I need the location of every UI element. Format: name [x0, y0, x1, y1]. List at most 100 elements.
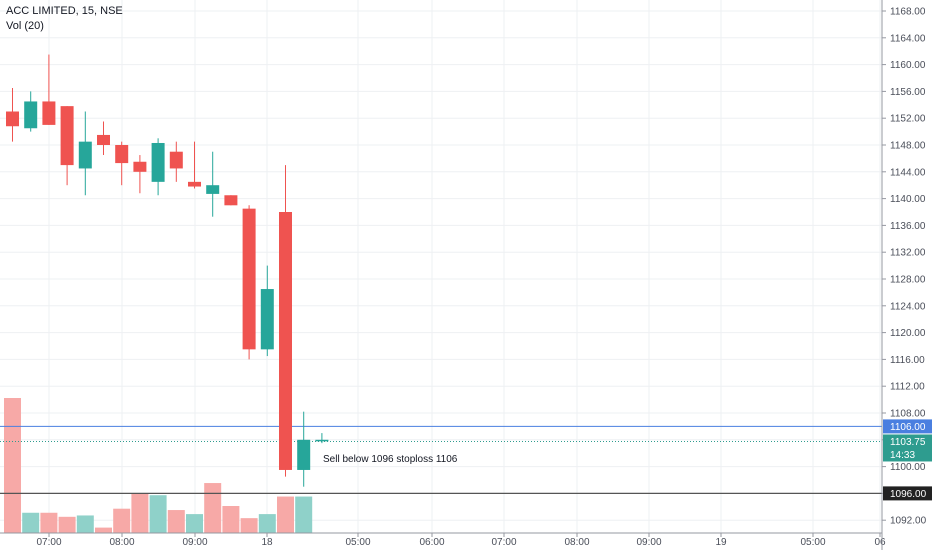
volume-bar — [22, 512, 40, 533]
candle-body — [297, 439, 311, 470]
x-tick-label: 19 — [715, 537, 727, 548]
sell-annotation[interactable]: Sell below 1096 stoploss 1106 — [323, 454, 458, 465]
x-tick-label: 08:00 — [564, 537, 589, 548]
x-tick-label: 05:00 — [345, 537, 370, 548]
countdown-badge-bg — [883, 447, 932, 462]
candle-down — [242, 205, 256, 360]
candle-body — [206, 185, 220, 194]
y-tick-label: 1136.00 — [890, 221, 926, 232]
horizontal-lines[interactable] — [0, 425, 882, 494]
y-tick-label: 1124.00 — [890, 301, 926, 312]
candle-body — [115, 145, 129, 164]
candle-down — [42, 54, 56, 125]
y-tick-label: 1168.00 — [890, 7, 926, 18]
candle-body — [78, 141, 92, 169]
candle-down — [133, 155, 147, 194]
volume-bar — [40, 512, 58, 533]
candle-up — [206, 151, 220, 217]
symbol-title[interactable]: ACC LIMITED, 15, NSE — [6, 5, 123, 17]
candle-body — [188, 181, 201, 187]
y-tick-label: 1140.00 — [890, 194, 926, 205]
candle-body — [242, 208, 256, 350]
candle-up — [260, 265, 274, 357]
x-tick-label: 08:00 — [109, 537, 134, 548]
volume-bar — [277, 496, 294, 533]
candlesticks — [6, 54, 329, 487]
volume-bar — [131, 493, 149, 533]
last-price-badge-bg — [883, 434, 932, 449]
x-tick-label: 09:00 — [182, 537, 207, 548]
support-badge-1096: 1096.00 — [890, 489, 927, 500]
x-tick-label: 07:00 — [491, 537, 516, 548]
candle-up — [315, 433, 329, 444]
candle-down — [115, 141, 129, 186]
price-badge-1106-bg — [883, 419, 932, 434]
volume-bar — [95, 527, 112, 533]
y-tick-label: 1160.00 — [890, 60, 926, 71]
candle-up — [78, 111, 92, 196]
y-tick-label: 1164.00 — [890, 33, 926, 44]
y-tick-label: 1108.00 — [890, 409, 926, 420]
countdown-badge: 14:33 — [890, 450, 915, 461]
x-tick-label: 18 — [261, 537, 273, 548]
y-tick-label: 1100.00 — [890, 462, 926, 473]
volume-bar — [113, 508, 131, 533]
volume-bar — [76, 515, 94, 533]
x-tick-label: 06:00 — [419, 537, 444, 548]
volume-bar — [167, 510, 185, 533]
x-tick-label: 07:00 — [36, 537, 61, 548]
candle-up — [24, 91, 38, 132]
volume-bar — [186, 514, 203, 533]
candle-down — [6, 88, 19, 142]
candle-body — [6, 111, 19, 127]
price-badges: 1106.00 1103.75 14:33 1096.00 — [883, 419, 932, 501]
volume-indicator-label[interactable]: Vol (20) — [6, 20, 44, 32]
x-tick-label: 06 — [874, 537, 886, 548]
volume-bar — [240, 518, 258, 533]
candle-down — [169, 141, 183, 182]
candle-up — [297, 411, 311, 487]
candle-body — [42, 101, 56, 125]
volume-bar — [222, 506, 240, 533]
y-tick-label: 1120.00 — [890, 328, 926, 339]
candle-body — [60, 106, 74, 166]
y-tick-label: 1148.00 — [890, 141, 926, 152]
chart-legend: ACC LIMITED, 15, NSE Vol (20) — [6, 4, 123, 34]
candle-body — [260, 289, 274, 350]
support-badge-1096-bg — [883, 486, 932, 501]
y-tick-label: 1156.00 — [890, 87, 926, 98]
candle-body — [24, 101, 38, 129]
x-tick-label: 09:00 — [636, 537, 661, 548]
candle-up — [151, 138, 165, 196]
y-tick-label: 1128.00 — [890, 275, 926, 286]
candle-body — [279, 212, 292, 470]
y-tick-label: 1152.00 — [890, 114, 926, 125]
volume-bar — [258, 514, 276, 533]
candle-down — [60, 106, 74, 186]
volume-bar — [58, 516, 76, 533]
candle-body — [315, 439, 329, 442]
last-price-badge: 1103.75 — [890, 437, 926, 448]
sell-note-text: Sell below 1096 stoploss 1106 — [323, 454, 458, 465]
volume-bar — [149, 495, 167, 533]
x-tick-label: 05:00 — [800, 537, 825, 548]
price-badge-1106: 1106.00 — [890, 422, 926, 433]
candle-body — [97, 134, 110, 145]
volume-bar — [295, 496, 313, 533]
y-tick-label: 1092.00 — [890, 516, 927, 527]
y-tick-label: 1144.00 — [890, 167, 926, 178]
candle-down — [97, 121, 110, 156]
candle-body — [133, 161, 147, 172]
y-tick-label: 1112.00 — [890, 382, 925, 393]
volume-bar — [204, 483, 222, 533]
candle-body — [169, 151, 183, 169]
candle-down — [188, 141, 201, 189]
volume-bars — [4, 398, 313, 533]
y-tick-label: 1116.00 — [890, 355, 925, 366]
candle-down — [224, 195, 238, 206]
candle-down — [279, 165, 292, 477]
candle-body — [224, 195, 238, 206]
candle-body — [151, 142, 165, 182]
